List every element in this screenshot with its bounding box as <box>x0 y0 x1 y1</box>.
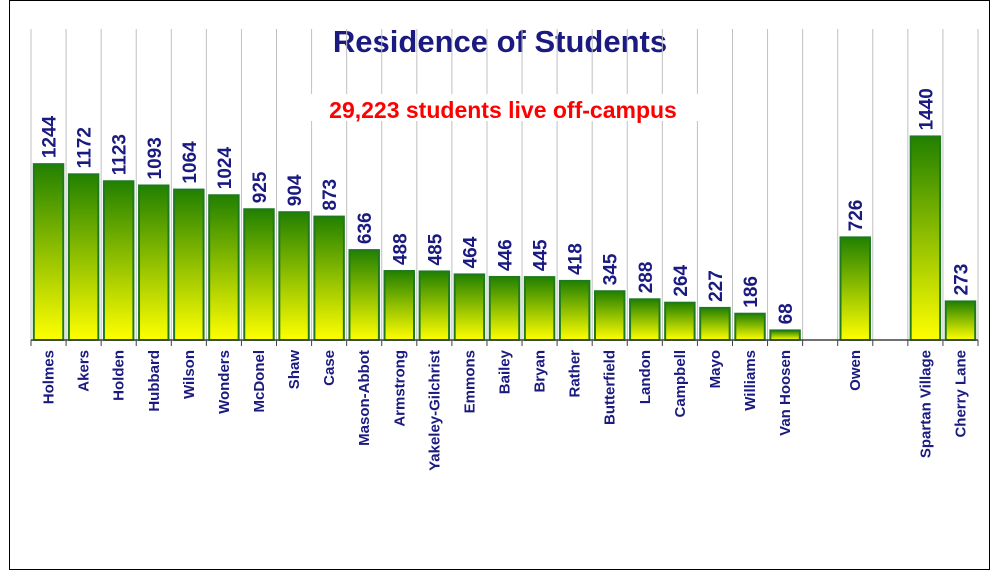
bar <box>664 301 696 341</box>
x-tick-label: Bryan <box>532 350 549 393</box>
x-tick-label: Butterfield <box>602 350 619 425</box>
x-tick-label: Cherry Lane <box>952 350 969 438</box>
bar <box>383 270 416 342</box>
x-tick-label: Holmes <box>41 350 58 404</box>
bar <box>488 275 521 341</box>
x-tick-label: Mason-Abbot <box>356 350 373 446</box>
x-tick-label: Van Hoosen <box>777 350 794 436</box>
bar <box>67 173 100 341</box>
value-label: 488 <box>390 233 411 265</box>
x-tick-label: Spartan Village <box>917 350 934 458</box>
value-label: 1172 <box>75 127 96 168</box>
value-label: 345 <box>601 253 622 285</box>
x-tick-label: Shaw <box>286 350 303 390</box>
value-label: 418 <box>566 243 587 275</box>
bar <box>243 208 275 341</box>
bar <box>839 236 871 341</box>
x-tick-label: Rather <box>567 350 584 398</box>
x-tick-label: Mayo <box>707 350 724 388</box>
x-tick-label: Owen <box>847 350 864 391</box>
x-tick-label: Wilson <box>181 350 198 399</box>
value-label: 1123 <box>110 134 131 175</box>
bar <box>593 290 626 342</box>
x-tick-label: Akers <box>76 350 93 392</box>
value-label: 636 <box>355 212 376 244</box>
bar <box>102 180 135 341</box>
bar <box>769 329 801 341</box>
value-label: 288 <box>636 262 657 294</box>
x-tick-label: Hubbard <box>146 350 163 412</box>
bar <box>138 184 170 341</box>
value-label: 904 <box>285 174 306 206</box>
bar <box>944 300 977 341</box>
value-label: 485 <box>425 233 446 265</box>
x-tick-label: Yakeley-Gilchrist <box>426 350 443 471</box>
bar <box>173 188 205 341</box>
bar <box>208 194 240 341</box>
value-label: 227 <box>706 270 727 302</box>
x-tick-label: McDonel <box>251 350 268 413</box>
x-tick-label: Wonders <box>216 350 233 414</box>
bar <box>348 249 380 341</box>
x-tick-label: Armstrong <box>391 350 408 427</box>
value-label: 1064 <box>180 141 201 184</box>
value-label: 726 <box>846 200 867 232</box>
annotation: 29,223 students live off-campus <box>329 97 677 123</box>
bar <box>699 306 731 342</box>
value-label: 464 <box>460 236 481 268</box>
x-tick-label: Landon <box>637 350 654 404</box>
bar <box>313 215 345 341</box>
value-label: 273 <box>951 264 972 296</box>
x-tick-label: Emmons <box>461 350 478 413</box>
chart-title: Residence of Students <box>333 24 667 59</box>
bar <box>32 163 65 341</box>
bar <box>629 298 661 341</box>
bar <box>558 279 591 342</box>
bar <box>523 276 556 341</box>
value-label: 1244 <box>40 115 61 158</box>
x-tick-label: Bailey <box>497 349 514 394</box>
bar <box>278 211 310 341</box>
value-label: 445 <box>531 239 552 271</box>
bar <box>418 270 451 341</box>
value-label: 446 <box>496 239 517 271</box>
bar <box>453 273 486 342</box>
value-label: 873 <box>320 179 341 211</box>
x-tick-label: Holden <box>111 350 128 401</box>
plot-area: Holmes 1244 Akers 1172 Holden 1123 Hubbard 1093… <box>30 29 979 471</box>
value-label: 1024 <box>215 147 236 190</box>
value-label: 264 <box>671 265 692 297</box>
x-tick-label: Williams <box>742 350 759 411</box>
x-tick-label: Campbell <box>672 350 689 418</box>
bar <box>734 312 766 341</box>
value-label: 925 <box>250 171 271 203</box>
value-label: 1440 <box>916 88 937 130</box>
value-label: 186 <box>741 276 762 308</box>
annotation-box <box>280 94 726 121</box>
x-tick-label: Case <box>321 350 338 386</box>
value-label: 68 <box>776 303 797 324</box>
bar <box>909 135 942 341</box>
value-label: 1093 <box>145 137 166 179</box>
